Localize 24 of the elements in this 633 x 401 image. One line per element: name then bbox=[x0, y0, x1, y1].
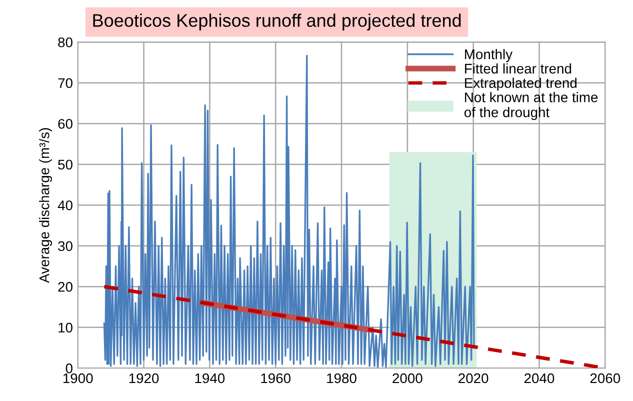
y-tick-label: 60 bbox=[58, 118, 72, 129]
x-tick-label: 2040 bbox=[524, 373, 554, 384]
x-tick-label: 1900 bbox=[63, 373, 93, 384]
legend-label: Fitted linear trend bbox=[465, 63, 572, 74]
y-tick-label: 50 bbox=[58, 160, 72, 170]
y-axis-title: Average discharge (m³/s) bbox=[39, 128, 52, 283]
x-tick-label: 1960 bbox=[261, 373, 290, 384]
y-tick-label: 20 bbox=[58, 282, 72, 292]
y-tick-label: 30 bbox=[58, 241, 72, 252]
y-tick-label: 10 bbox=[58, 322, 72, 333]
y-tick-label: 40 bbox=[58, 200, 72, 210]
legend-label: Monthly bbox=[465, 49, 512, 62]
chart-title: Boeoticos Kephisos runoff and projected trend bbox=[93, 14, 461, 30]
y-tick-label: 80 bbox=[58, 37, 72, 48]
x-tick-label: 1980 bbox=[327, 373, 356, 384]
x-tick-label: 1920 bbox=[129, 373, 159, 384]
legend-label: Not known at the time of the drought bbox=[464, 92, 598, 120]
x-tick-label: 2060 bbox=[590, 373, 620, 384]
legend-label: Extrapolated trend bbox=[465, 78, 576, 91]
y-tick-label: 0 bbox=[66, 363, 72, 374]
x-tick-label: 1940 bbox=[195, 373, 225, 384]
x-tick-label: 2000 bbox=[392, 373, 422, 384]
y-tick-label: 70 bbox=[58, 78, 72, 88]
x-tick-label: 2020 bbox=[458, 373, 488, 384]
